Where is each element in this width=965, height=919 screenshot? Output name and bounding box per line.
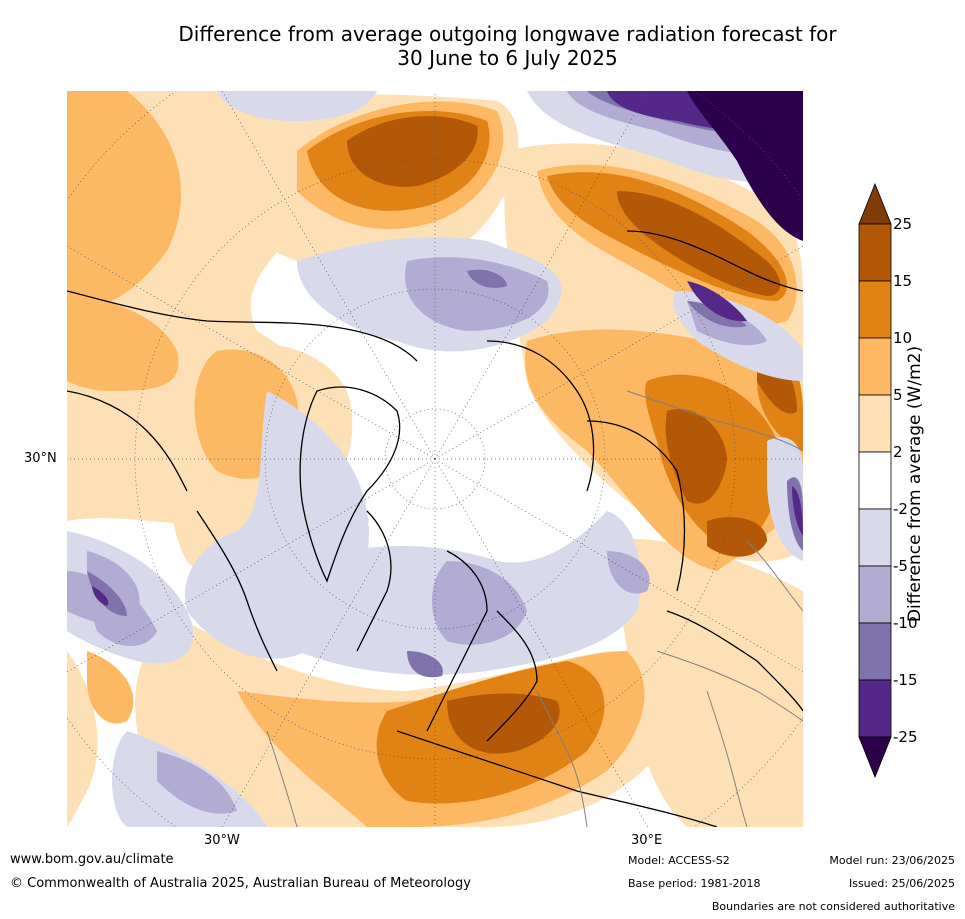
colorbar-segment-10-15 (858, 280, 892, 339)
colorbar-arrow-above-25 (858, 182, 892, 225)
colorbar-tick-label: -5 (893, 557, 908, 575)
latitude-label-30n: 30°N (24, 451, 57, 466)
olr-anomaly-map (67, 91, 803, 827)
colorbar-segment-minus15-minus10 (858, 622, 892, 681)
map-title-line1: Difference from average outgoing longwav… (178, 22, 837, 46)
colorbar-title: Difference from average (W/m2) (905, 345, 925, 623)
colorbar-tick-label: -10 (893, 614, 918, 632)
longitude-label-30w: 30°W (204, 833, 240, 848)
footer-base-period: Base period: 1981-2018 (628, 877, 761, 890)
graticule (67, 91, 803, 827)
longitude-label-30e: 30°E (631, 833, 663, 848)
colorbar-tick-label: -25 (893, 728, 918, 746)
colorbar-segment-minus25-minus15 (858, 679, 892, 738)
colorbar-tick-label: 2 (893, 443, 903, 461)
colorbar-tick-label: 10 (893, 329, 912, 347)
footer-copyright: © Commonwealth of Australia 2025, Austra… (10, 876, 471, 891)
colorbar-segment-15-25 (858, 223, 892, 282)
colorbar-segment-5-10 (858, 337, 892, 396)
colorbar-segment-2-5 (858, 394, 892, 453)
colorbar-tick-label: -15 (893, 671, 918, 689)
footer-disclaimer: Boundaries are not considered authoritat… (711, 900, 955, 913)
colorbar-segment-minus10-minus5 (858, 565, 892, 624)
colorbar-tick-label: 5 (893, 386, 903, 404)
footer-issued: Issued: 25/06/2025 (848, 877, 955, 890)
footer-model: Model: ACCESS-S2 (628, 854, 730, 867)
map-title: Difference from average outgoing longwav… (100, 22, 915, 70)
anomaly-band-below-minus25 (687, 91, 803, 241)
colorbar-segment-neutral (858, 451, 892, 510)
colorbar-segment-minus5-minus2 (858, 508, 892, 567)
colorbar-legend: 25 15 10 5 2 -2 -5 -10 -15 -25 (858, 182, 918, 779)
footer-model-run: Model run: 23/06/2025 (829, 854, 955, 867)
colorbar-arrow-below-minus25 (858, 736, 892, 779)
footer-website: www.bom.gov.au/climate (10, 852, 174, 867)
coastlines (67, 230, 803, 827)
colorbar-tick-label: 25 (893, 215, 912, 233)
colorbar-tick-label: -2 (893, 500, 908, 518)
map-title-line2: 30 June to 6 July 2025 (397, 46, 618, 70)
colorbar-tick-label: 15 (893, 272, 912, 290)
country-borders (266, 390, 803, 827)
